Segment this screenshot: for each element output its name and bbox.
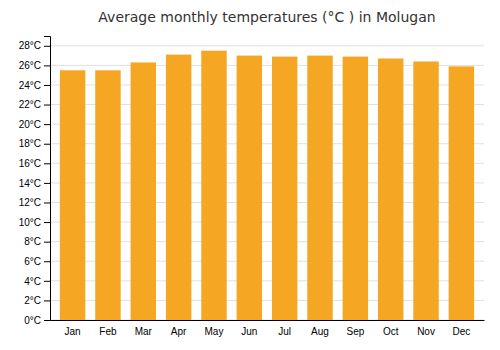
y-tick: 4°C: [24, 276, 50, 287]
x-tick: Jan: [65, 326, 81, 337]
bar: [307, 56, 332, 320]
y-tick: 28°C: [19, 40, 50, 51]
y-tick-label: 6°C: [24, 256, 41, 267]
bar: [201, 51, 226, 320]
bar: [343, 57, 368, 320]
bar: [449, 66, 474, 320]
y-axis: 0°C 2°C 4°C 6°C 8°C 10°C 12°C 14°C 16°C 18°C 20°C 2…: [19, 37, 51, 326]
x-tick: May: [205, 326, 224, 337]
bar: [413, 61, 438, 320]
y-tick-mark: [44, 183, 50, 184]
y-tick: 2°C: [24, 295, 50, 306]
x-tick-label: Jan: [65, 326, 81, 337]
x-axis-line: [51, 320, 485, 321]
x-tick: Apr: [171, 326, 187, 337]
x-tick: Aug: [311, 326, 329, 337]
y-tick-label: 4°C: [24, 276, 41, 287]
y-tick-mark: [44, 85, 50, 86]
bar: [272, 57, 297, 320]
x-tick-label: Dec: [452, 326, 470, 337]
y-tick-mark: [44, 320, 50, 321]
x-tick-label: Jul: [278, 326, 291, 337]
x-tick-label: Jun: [241, 326, 257, 337]
bar: [60, 70, 85, 320]
y-tick-label: 22°C: [19, 99, 41, 110]
plot-area: 0°C 2°C 4°C 6°C 8°C 10°C 12°C 14°C 16°C 18°C 20°C 2…: [19, 37, 485, 338]
x-tick-label: Oct: [383, 326, 399, 337]
y-tick: 24°C: [19, 80, 50, 91]
y-tick-label: 12°C: [19, 197, 41, 208]
y-tick: 20°C: [19, 119, 50, 130]
y-tick: 6°C: [24, 256, 50, 267]
y-tick-mark: [44, 261, 50, 262]
y-tick-label: 18°C: [19, 138, 41, 149]
x-tick-label: Mar: [135, 326, 153, 337]
y-tick-label: 10°C: [19, 217, 41, 228]
title: Average monthly temperatures (°C ) in Mo…: [98, 9, 435, 25]
y-tick-label: 14°C: [19, 178, 41, 189]
y-tick-mark: [44, 65, 50, 66]
y-tick-mark: [44, 242, 50, 243]
y-tick: 14°C: [19, 178, 50, 189]
y-tick-mark: [44, 281, 50, 282]
x-tick-label: Sep: [346, 326, 364, 337]
x-tick: Mar: [135, 326, 153, 337]
x-tick-label: Feb: [99, 326, 117, 337]
y-tick-label: 0°C: [24, 315, 41, 326]
y-tick-label: 24°C: [19, 80, 41, 91]
y-tick-mark: [44, 144, 50, 145]
x-axis: Jan Feb Mar Apr May Jun Jul Aug Sep Oct Nov Dec: [51, 321, 485, 338]
y-tick-label: 28°C: [19, 40, 41, 51]
x-tick: Jul: [278, 326, 291, 337]
bar: [378, 59, 403, 320]
grid: [50, 46, 484, 320]
bar: [237, 56, 262, 320]
y-tick-label: 8°C: [24, 236, 41, 247]
x-tick: Dec: [452, 326, 470, 337]
x-tick: Jun: [241, 326, 257, 337]
x-tick-label: May: [205, 326, 224, 337]
x-tick: Nov: [417, 326, 435, 337]
y-tick: 18°C: [19, 138, 50, 149]
y-axis-line: [44, 37, 51, 321]
y-tick: 22°C: [19, 99, 50, 110]
y-tick: 12°C: [19, 197, 50, 208]
y-tick: 26°C: [19, 60, 50, 71]
y-tick-label: 16°C: [19, 158, 41, 169]
y-tick-mark: [44, 202, 50, 203]
x-tick-label: Aug: [311, 326, 329, 337]
x-tick-label: Apr: [171, 326, 187, 337]
y-tick: 16°C: [19, 158, 50, 169]
x-tick: Sep: [346, 326, 364, 337]
y-tick-label: 26°C: [19, 60, 41, 71]
chart: 0°C 2°C 4°C 6°C 8°C 10°C 12°C 14°C 16°C 18°C 20°C 2…: [0, 0, 500, 350]
y-tick-label: 20°C: [19, 119, 41, 130]
x-tick: Feb: [99, 326, 117, 337]
bars: [60, 51, 474, 320]
grid-line: [50, 45, 484, 46]
y-tick-mark: [44, 46, 50, 47]
x-tick-label: Nov: [417, 326, 435, 337]
y-tick-mark: [44, 222, 50, 223]
y-tick-mark: [44, 105, 50, 106]
x-tick: Oct: [383, 326, 399, 337]
y-tick-mark: [44, 163, 50, 164]
y-tick: 8°C: [24, 236, 50, 247]
y-tick: 0°C: [24, 315, 50, 326]
y-tick-mark: [44, 124, 50, 125]
y-tick-mark: [44, 300, 50, 301]
y-tick-label: 2°C: [24, 295, 41, 306]
bar: [131, 62, 156, 320]
bar: [95, 70, 120, 320]
bar: [166, 55, 191, 320]
y-tick: 10°C: [19, 217, 50, 228]
